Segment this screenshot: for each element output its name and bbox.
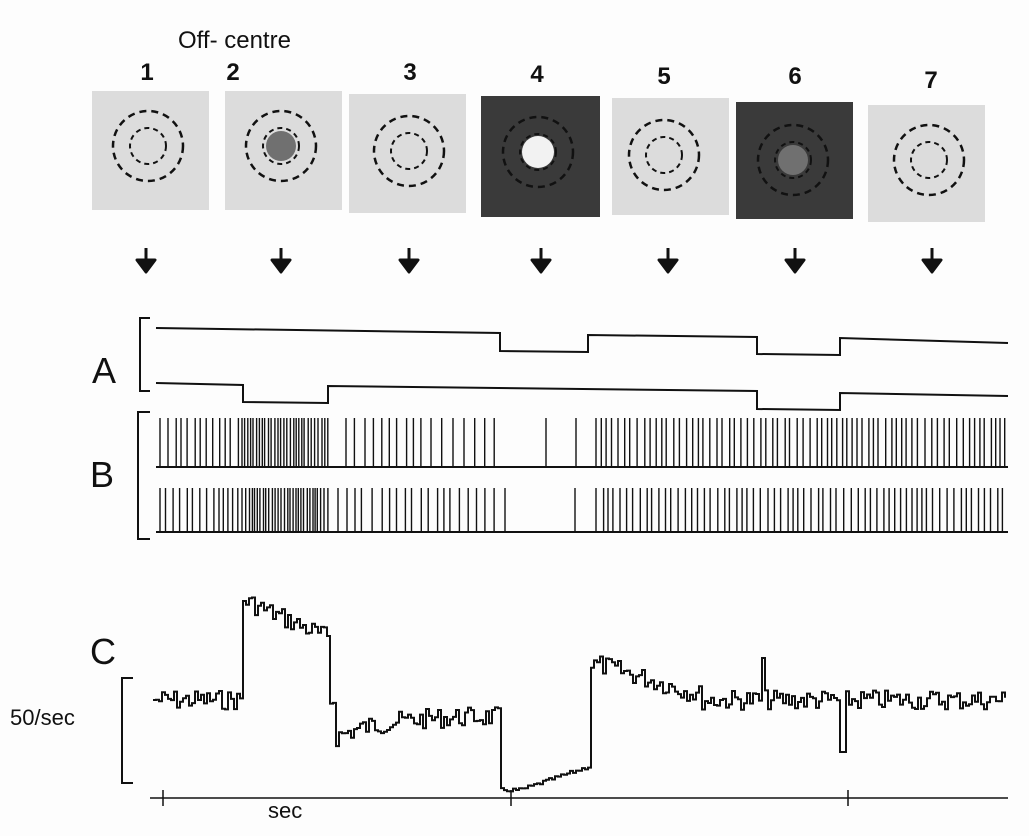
stimulus-number: 6 (788, 63, 801, 90)
panel-label-c: C (90, 631, 116, 672)
stimulus-number: 4 (530, 61, 544, 88)
receptive-field-surround (244, 109, 318, 183)
stimulus-number: 7 (924, 67, 937, 94)
down-arrow-icon (657, 248, 679, 274)
stimulus-number: 2 (226, 59, 239, 86)
time-scale-label: sec (268, 798, 302, 823)
receptive-field-surround (892, 123, 966, 197)
stimulus-number: 3 (403, 59, 416, 86)
spike-train-lower (159, 488, 1004, 532)
dark-centre-spot (266, 131, 296, 161)
receptive-field-centre (519, 133, 557, 171)
stimulus-trace-lower (155, 382, 1009, 412)
stimulus-field (92, 91, 209, 210)
arrow-row (135, 248, 943, 274)
receptive-field-surround (501, 115, 575, 189)
stimulus-row: 1 2 3 4 5 6 7 (92, 59, 985, 222)
panel-label-a: A (92, 350, 116, 391)
stimulus-field (612, 98, 729, 215)
down-arrow-icon (784, 248, 806, 274)
panel-b-bracket (137, 411, 150, 540)
receptive-field-surround (111, 109, 185, 183)
receptive-field-centre (910, 141, 948, 179)
receptive-field-centre (390, 132, 428, 170)
panel-a-bracket (139, 317, 150, 392)
down-arrow-icon (270, 248, 292, 274)
down-arrow-icon (921, 248, 943, 274)
receptive-field-centre (774, 141, 812, 179)
spike-train-upper (159, 418, 1006, 467)
dark-centre-spot (778, 145, 808, 175)
down-arrow-icon (398, 248, 420, 274)
receptive-field-surround (627, 118, 701, 192)
stimulus-number: 5 (657, 63, 670, 90)
panel-label-b: B (90, 454, 114, 495)
off-centre-heading: Off- centre (178, 27, 291, 54)
receptive-field-centre (129, 127, 167, 165)
stimulus-field (349, 94, 466, 213)
light-centre-spot (522, 136, 554, 168)
down-arrow-icon (135, 248, 157, 274)
rate-scale-label: 50/sec (10, 705, 75, 730)
stimulus-number: 1 (140, 59, 153, 86)
firing-rate-trace (153, 596, 1006, 793)
rate-scale-bar (121, 677, 133, 784)
stimulus-trace-upper (155, 327, 1009, 357)
down-arrow-icon (530, 248, 552, 274)
receptive-field-surround (756, 123, 830, 197)
receptive-field-centre (645, 136, 683, 174)
stimulus-field (868, 105, 985, 222)
receptive-field-surround (372, 114, 446, 188)
receptive-field-centre (262, 127, 300, 165)
